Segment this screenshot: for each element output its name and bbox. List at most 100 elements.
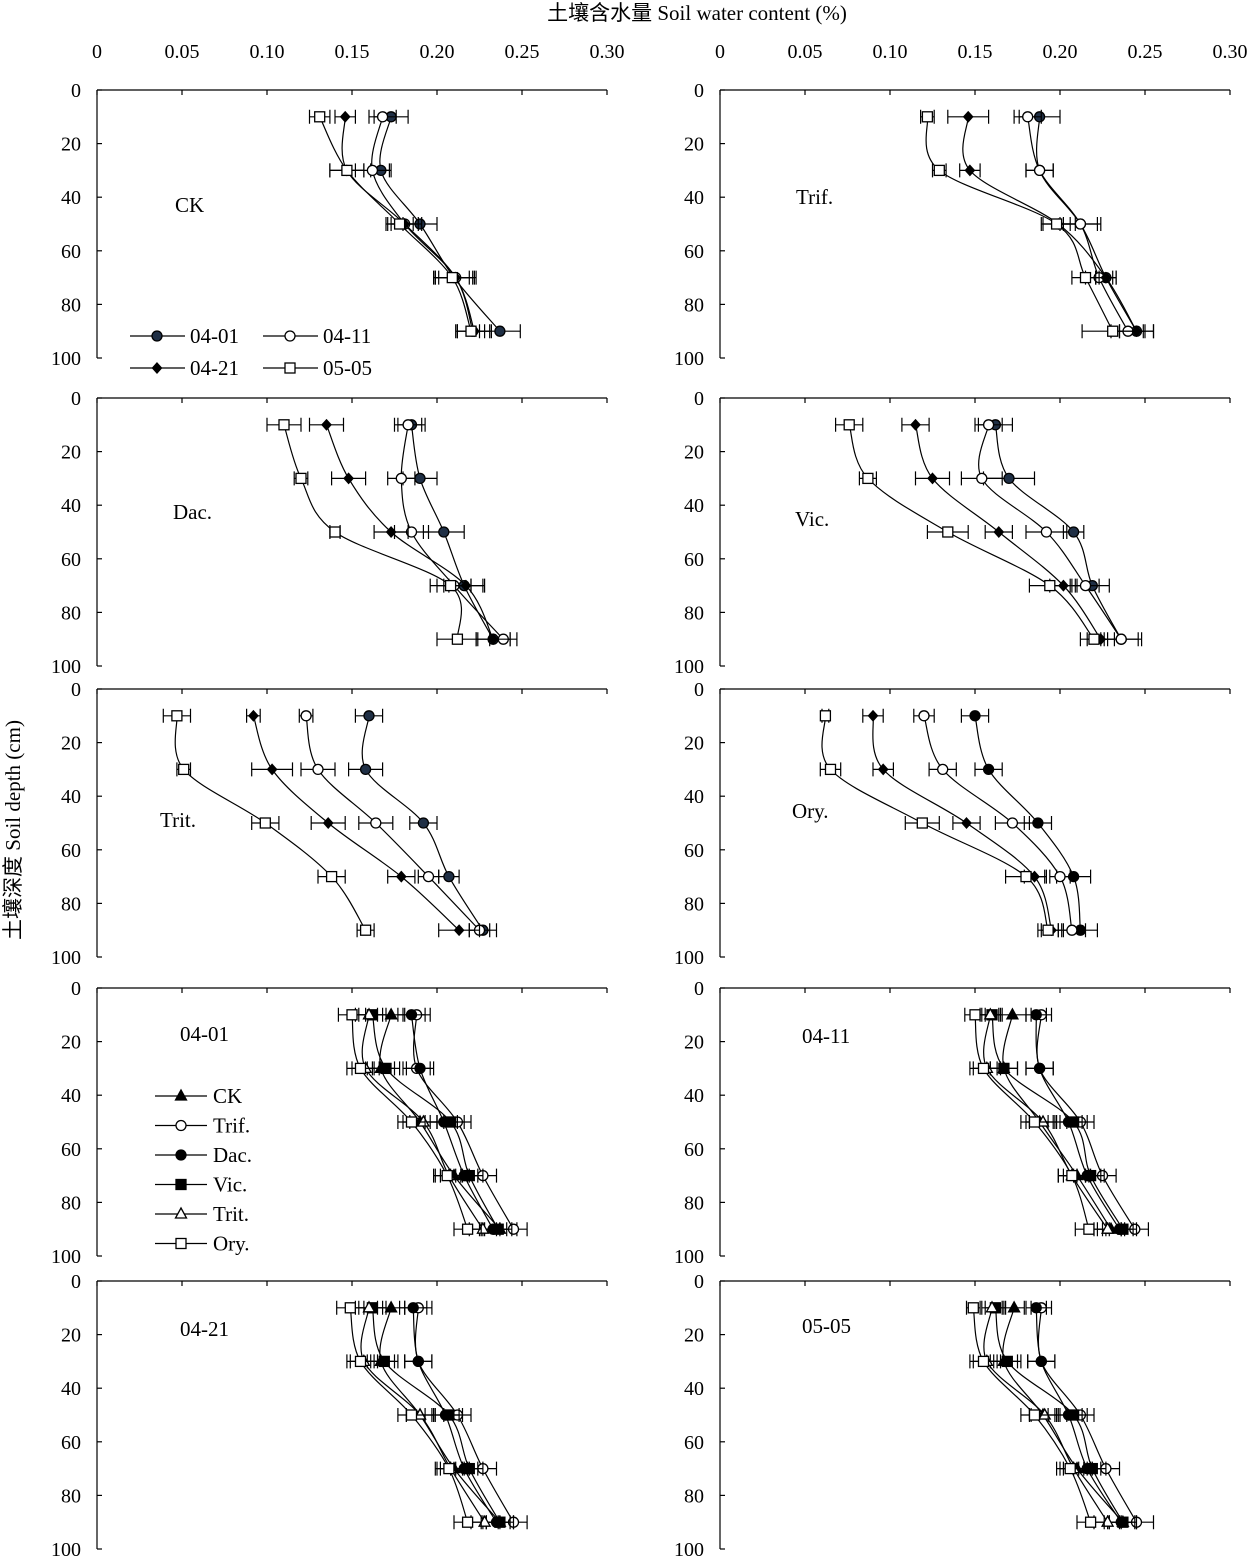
- data-point-05-05: [1044, 579, 1056, 592]
- data-point-ory: [461, 1516, 474, 1528]
- y-tick-label: 20: [684, 134, 704, 156]
- y-tick-label: 20: [684, 733, 704, 755]
- legend-label: Trit.: [213, 1202, 249, 1226]
- data-point-04-01: [359, 763, 372, 776]
- legend-item-trif: Trif.: [155, 1114, 250, 1138]
- x-axis-title: 土壤含水量 Soil water content (%): [547, 1, 847, 25]
- series-05-05: [308, 109, 486, 339]
- y-tick-label: 0: [694, 978, 704, 1000]
- data-point-05-05: [259, 817, 271, 829]
- y-tick-label: 40: [684, 1085, 704, 1107]
- series-05-05: [920, 109, 1144, 339]
- legend-item-ory: Ory.: [155, 1232, 250, 1256]
- data-point-dac: [1030, 1009, 1042, 1021]
- data-point-05-05: [329, 526, 341, 538]
- legend-item-ck: CK: [155, 1084, 242, 1108]
- panel-04-21: 0 20 40 60 80 100 04-21: [51, 1271, 608, 1558]
- panel-ory: 0 20 40 60 80 100 Ory.: [674, 679, 1231, 969]
- legend: CK Trif. Dac. Vic. Trit. Ory.: [155, 1084, 252, 1256]
- data-point-04-21: [322, 817, 334, 829]
- series-04-11: [913, 708, 1087, 938]
- y-tick-label: 60: [61, 549, 81, 571]
- panel-dac: 0 20 40 60 80 100 Dac.: [51, 388, 608, 678]
- data-point-04-21: [385, 526, 397, 538]
- y-tick-label: 100: [674, 656, 704, 678]
- data-point-05-05: [843, 419, 855, 431]
- data-point-04-21: [961, 817, 972, 829]
- data-point-04-21: [453, 924, 465, 937]
- y-tick-label: 100: [674, 1539, 704, 1558]
- data-point-ory: [1064, 1462, 1076, 1475]
- data-point-04-11: [1115, 633, 1127, 645]
- panel-title: 04-21: [180, 1317, 229, 1341]
- data-point-04-21: [867, 709, 879, 722]
- data-point-04-21: [266, 763, 278, 776]
- data-point-trit: [413, 1407, 427, 1420]
- data-point-04-01: [417, 817, 430, 829]
- legend-item-04-01: 04-01: [130, 324, 239, 348]
- data-point-04-01: [1032, 817, 1044, 829]
- data-point-ory: [1028, 1116, 1041, 1128]
- legend-item-trit: Trit.: [155, 1202, 249, 1226]
- data-point-04-11: [402, 419, 414, 431]
- x-tick-label: 0: [92, 41, 102, 63]
- series-vic: [358, 1300, 515, 1530]
- data-point-05-05: [933, 164, 945, 177]
- data-point-05-05: [921, 111, 934, 123]
- y-tick-label: 0: [694, 80, 704, 102]
- data-point-04-21: [321, 418, 332, 431]
- panel-ck: 0 20 40 60 80 100 CK 04-01 04-11 04-21 05-05: [51, 80, 608, 380]
- y-tick-label: 100: [51, 348, 81, 370]
- data-point-05-05: [451, 633, 464, 645]
- data-point-05-05: [341, 164, 353, 177]
- series-line-05-05: [925, 116, 1114, 332]
- y-tick-label: 0: [71, 388, 81, 410]
- panel-title: Trif.: [796, 185, 833, 209]
- data-point-ory: [344, 1302, 356, 1314]
- data-point-05-05: [1050, 218, 1063, 230]
- data-point-ory: [1084, 1516, 1097, 1528]
- data-point-vic: [380, 1062, 392, 1075]
- data-point-trit: [362, 1300, 376, 1313]
- data-point-dac: [405, 1009, 418, 1021]
- legend-marker: [175, 1149, 187, 1161]
- y-tick-label: 100: [674, 947, 704, 969]
- y-tick-label: 60: [61, 840, 81, 862]
- legend-marker: [175, 1178, 187, 1191]
- data-point-05-05: [819, 710, 832, 722]
- data-point-04-11: [376, 111, 389, 123]
- data-point-04-01: [1003, 472, 1015, 485]
- data-point-ory: [354, 1355, 367, 1368]
- legend-item-04-21: 04-21: [130, 356, 239, 380]
- y-tick-label: 100: [51, 656, 81, 678]
- panel-trit: 0 20 40 60 80 100 Trit.: [51, 679, 608, 969]
- data-point-04-21: [927, 472, 938, 485]
- data-point-05-05: [824, 763, 837, 776]
- data-point-vic: [1084, 1169, 1097, 1182]
- panel-vic: 0 20 40 60 80 100 Vic.: [674, 388, 1231, 678]
- data-point-dac: [1033, 1062, 1046, 1075]
- y-tick-label: 80: [61, 294, 81, 316]
- data-point-04-21: [487, 633, 499, 646]
- data-point-04-21: [1100, 271, 1112, 284]
- series-ory: [336, 1300, 482, 1530]
- data-point-05-05: [325, 870, 338, 883]
- data-point-vic: [1067, 1116, 1080, 1128]
- data-point-ory: [967, 1302, 979, 1314]
- data-point-04-21: [395, 870, 407, 883]
- y-tick-label: 80: [61, 1192, 81, 1214]
- data-point-04-11: [370, 817, 382, 829]
- series-04-11: [298, 708, 491, 938]
- legend-marker: [284, 330, 296, 342]
- data-point-04-11: [300, 710, 312, 722]
- data-point-04-11: [937, 763, 949, 776]
- y-tick-label: 0: [71, 679, 81, 701]
- y-tick-label: 20: [61, 1032, 81, 1054]
- data-point-05-05: [465, 325, 477, 337]
- y-tick-label: 40: [61, 1378, 81, 1400]
- y-tick-label: 40: [684, 187, 704, 209]
- series-ory: [964, 1007, 1104, 1237]
- y-tick-label: 20: [684, 1032, 704, 1054]
- y-tick-label: 60: [684, 1139, 704, 1161]
